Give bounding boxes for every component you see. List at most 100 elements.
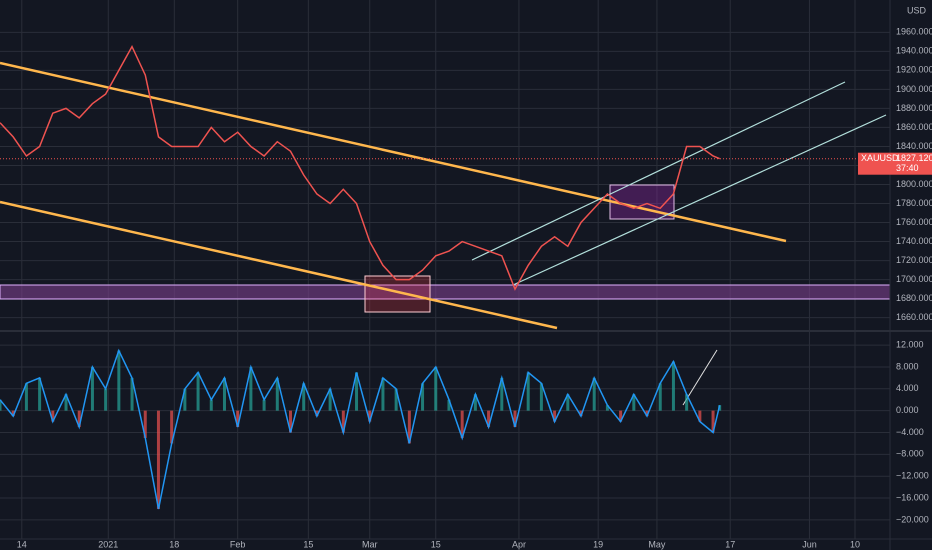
histogram-bar (421, 383, 425, 411)
histogram-bar (698, 410, 702, 422)
histogram-bar (289, 410, 293, 433)
histogram-bar (368, 410, 372, 422)
series-line (0, 44, 720, 291)
grid-layer (0, 0, 890, 539)
x-tick-label: 17 (725, 539, 735, 549)
histogram-bar (51, 410, 55, 422)
y-tick-label: 8.000 (896, 361, 919, 371)
y-tick-label: 1700.000 (896, 274, 932, 284)
histogram-bar (473, 394, 477, 411)
histogram-bar (0, 399, 2, 411)
histogram-bar (275, 377, 279, 411)
zone-box (364, 275, 431, 313)
histogram-bar (183, 388, 187, 411)
price-tag (858, 152, 932, 175)
y-tick-label: 1760.000 (896, 217, 932, 227)
histogram-bar (262, 399, 266, 411)
channel-line (471, 81, 846, 261)
series-line (0, 348, 721, 510)
histogram-bar (447, 399, 451, 411)
y-tick-label: 1840.000 (896, 141, 932, 151)
histogram-bar (170, 410, 174, 444)
y-tick-label: 1660.000 (896, 312, 932, 322)
histogram-bar (117, 350, 121, 411)
y-tick-label: 0.000 (896, 405, 919, 415)
histogram-bar (38, 377, 42, 411)
x-tick-label: Apr (512, 539, 526, 549)
x-tick-label: 10 (850, 539, 860, 549)
y-tick-label: 1940.000 (896, 46, 932, 56)
y-tick-label: −12.000 (896, 471, 929, 481)
histogram-bar (143, 410, 147, 438)
y-tick-label: −4.000 (896, 427, 924, 437)
histogram-bar (355, 372, 359, 411)
currency: USD (907, 5, 927, 15)
histogram-bar (671, 361, 675, 411)
divergence-line (682, 349, 718, 406)
y-tick-label: 1880.000 (896, 103, 932, 113)
y-tick-label: 1720.000 (896, 255, 932, 265)
histogram-bar (394, 388, 398, 411)
histogram-bar (90, 366, 94, 411)
histogram-bar (209, 399, 213, 411)
y-tick-label: 4.000 (896, 383, 919, 393)
x-tick-label: Mar (362, 539, 378, 549)
x-tick-label: Feb (230, 539, 246, 549)
histogram-bar (341, 410, 345, 433)
histogram-bar (104, 388, 108, 411)
histogram-bar (249, 366, 253, 411)
y-tick-label: 1920.000 (896, 65, 932, 75)
x-tick-label: 18 (169, 539, 179, 549)
y-tick-label: 1900.000 (896, 84, 932, 94)
histogram-bar (222, 377, 226, 411)
histogram-bar (645, 410, 649, 417)
countdown-label: 37:40 (896, 163, 919, 173)
histogram-bar (11, 410, 15, 417)
histogram-bar (487, 410, 491, 428)
histogram-bar (302, 383, 306, 411)
y-tick-label: 1680.000 (896, 293, 932, 303)
x-tick-label: 15 (431, 539, 441, 549)
y-tick-label: 1780.000 (896, 198, 932, 208)
trend-line (0, 200, 558, 330)
zone-band (0, 284, 891, 300)
histogram-bar (24, 383, 28, 411)
histogram-bar (500, 377, 504, 411)
x-tick-label: May (648, 539, 666, 549)
histogram-bar (434, 366, 438, 411)
histogram-bar (315, 410, 319, 417)
histogram-bar (685, 394, 689, 411)
histogram-bar (407, 410, 411, 444)
histogram-bar (196, 372, 200, 411)
histogram-bar (64, 394, 68, 411)
channel-line (512, 114, 887, 286)
histogram-bar (236, 410, 240, 428)
histogram-bar (619, 410, 623, 422)
histogram-bar (632, 394, 636, 411)
histogram-bar (156, 410, 160, 509)
x-tick-label: 15 (303, 539, 313, 549)
histogram-bar (77, 410, 81, 428)
symbol-label: XAUUSD (861, 153, 899, 163)
x-tick-label: 19 (593, 539, 603, 549)
y-tick-label: 1800.000 (896, 179, 932, 189)
last-price-label: 1827.120 (896, 153, 932, 163)
y-tick-label: 12.000 (896, 339, 924, 349)
histogram-bar (592, 377, 596, 411)
histogram-bar (711, 410, 715, 433)
y-tick-label: −20.000 (896, 514, 929, 524)
histogram-bar (566, 394, 570, 411)
histogram-bar (381, 377, 385, 411)
histogram-bar (328, 388, 332, 411)
x-tick-label: 14 (17, 539, 27, 549)
y-tick-label: −16.000 (896, 492, 929, 502)
y-tick-label: 1740.000 (896, 236, 932, 246)
histogram-bar (130, 377, 134, 411)
histogram-bar (605, 405, 609, 411)
histogram-bar (579, 410, 583, 417)
histogram-bar (513, 410, 517, 428)
histogram-bar (460, 410, 464, 438)
